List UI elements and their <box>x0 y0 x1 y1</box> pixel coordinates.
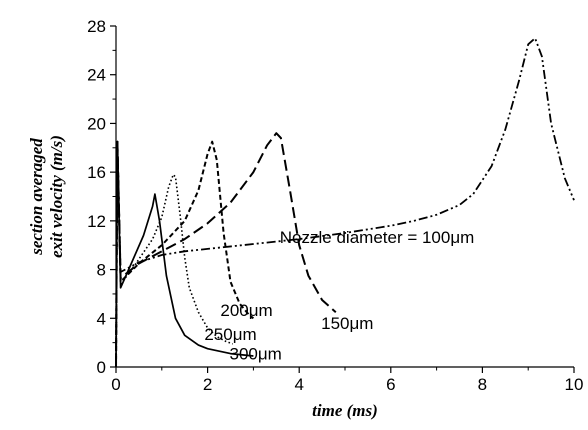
x-tick-label: 8 <box>478 375 487 394</box>
y-tick-label: 28 <box>87 17 106 36</box>
series-layer <box>115 37 575 368</box>
y-axis-title: section averaged exit velocity (m/s) <box>27 135 66 258</box>
x-axis-title: time (ms) <box>312 401 378 420</box>
y-axis-title-line-1: section averaged <box>27 138 46 256</box>
y-tick-label: 0 <box>97 358 106 377</box>
series-line-300m <box>115 140 254 368</box>
series-annotation: 150μm <box>321 314 373 333</box>
series-annotation: 200μm <box>220 301 272 320</box>
series-annotation: Nozzle diameter = 100μm <box>280 228 475 247</box>
y-tick-label: 8 <box>97 261 106 280</box>
x-tick-label: 0 <box>111 375 120 394</box>
y-ticks: 0 4 8 12 16 20 24 28 <box>87 17 116 377</box>
y-tick-label: 20 <box>87 114 106 133</box>
annotation-layer: Nozzle diameter = 100μm 200μm 150μm 250μm30… <box>204 228 474 364</box>
y-tick-label: 4 <box>97 309 106 328</box>
x-tick-label: 2 <box>203 375 212 394</box>
series-annotation: 300μm <box>230 345 282 364</box>
series-line-150m <box>115 132 337 368</box>
series-annotation: 250μm <box>204 325 256 344</box>
y-axis-title-line-2: exit velocity (m/s) <box>47 135 66 258</box>
y-tick-label: 24 <box>87 66 106 85</box>
series-line-100m <box>115 37 575 368</box>
x-tick-label: 4 <box>294 375 303 394</box>
x-ticks: 0 2 4 6 8 10 <box>111 367 583 394</box>
x-tick-label: 6 <box>386 375 395 394</box>
x-tick-label: 10 <box>565 375 584 394</box>
y-tick-label: 16 <box>87 163 106 182</box>
y-tick-label: 12 <box>87 212 106 231</box>
